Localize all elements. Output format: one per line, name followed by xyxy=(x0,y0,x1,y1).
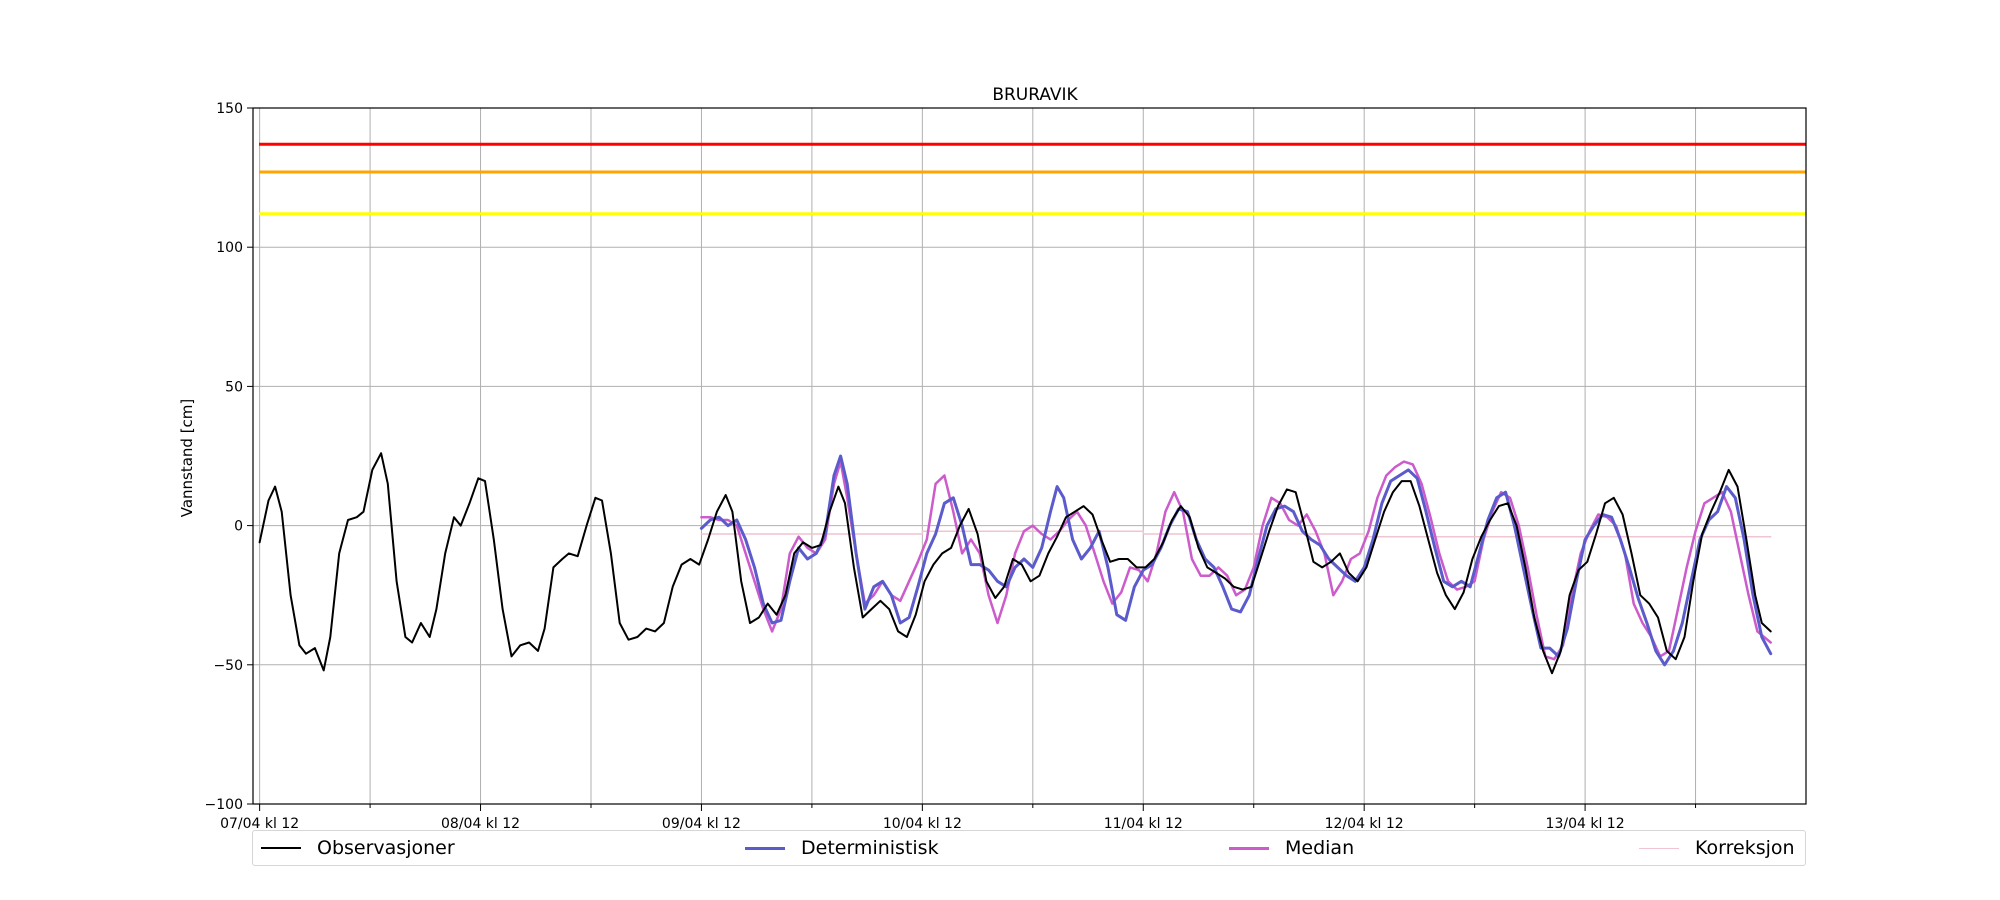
legend-swatch-korreksjon xyxy=(1639,847,1679,849)
legend-swatch-deterministisk xyxy=(745,846,785,850)
y-tick-label: −100 xyxy=(205,797,243,813)
y-tick-label: 150 xyxy=(216,101,243,117)
series-line-deterministisk xyxy=(699,454,1773,667)
x-tick-label: 08/04 kl 12 xyxy=(441,816,520,832)
legend-label-deterministisk: Deterministisk xyxy=(801,837,939,859)
x-tick-label: 12/04 kl 12 xyxy=(1325,816,1404,832)
series-line-observasjoner xyxy=(258,452,1772,675)
y-axis-label: Vannstand [cm] xyxy=(178,399,196,518)
plot-frame xyxy=(252,107,1807,805)
x-tick-label: 10/04 kl 12 xyxy=(883,816,962,832)
threshold-layer xyxy=(259,142,1806,216)
legend-swatch-median xyxy=(1229,846,1269,850)
tick-layer: −100 −50 0 50 100 150 07/04 kl 12 08/04 kl 12 09… xyxy=(205,101,1697,832)
legend-label-observasjoner: Observasjoner xyxy=(317,837,455,859)
legend-item-observasjoner: Observasjoner xyxy=(261,831,455,865)
legend-swatch-observasjoner xyxy=(261,847,301,849)
chart-title: BRURAVIK xyxy=(992,85,1078,105)
legend: Observasjoner Deterministisk Median Korr… xyxy=(252,830,1806,866)
legend-item-median: Median xyxy=(1229,831,1354,865)
series-layer xyxy=(258,452,1773,675)
y-tick-label: 0 xyxy=(234,519,243,535)
y-tick-label: 100 xyxy=(216,240,243,256)
legend-label-median: Median xyxy=(1285,837,1355,859)
series-line-median xyxy=(700,460,1772,661)
x-tick-label: 11/04 kl 12 xyxy=(1104,816,1183,832)
y-tick-label: −50 xyxy=(213,658,243,674)
y-tick-label: 50 xyxy=(225,379,243,395)
legend-item-deterministisk: Deterministisk xyxy=(745,831,939,865)
x-tick-label: 09/04 kl 12 xyxy=(662,816,741,832)
x-tick-label: 07/04 kl 12 xyxy=(220,816,299,832)
series-line-korreksjon xyxy=(700,530,1772,538)
legend-label-korreksjon: Korreksjon xyxy=(1695,837,1795,859)
legend-item-korreksjon: Korreksjon xyxy=(1639,831,1795,865)
x-tick-label: 13/04 kl 12 xyxy=(1546,816,1625,832)
